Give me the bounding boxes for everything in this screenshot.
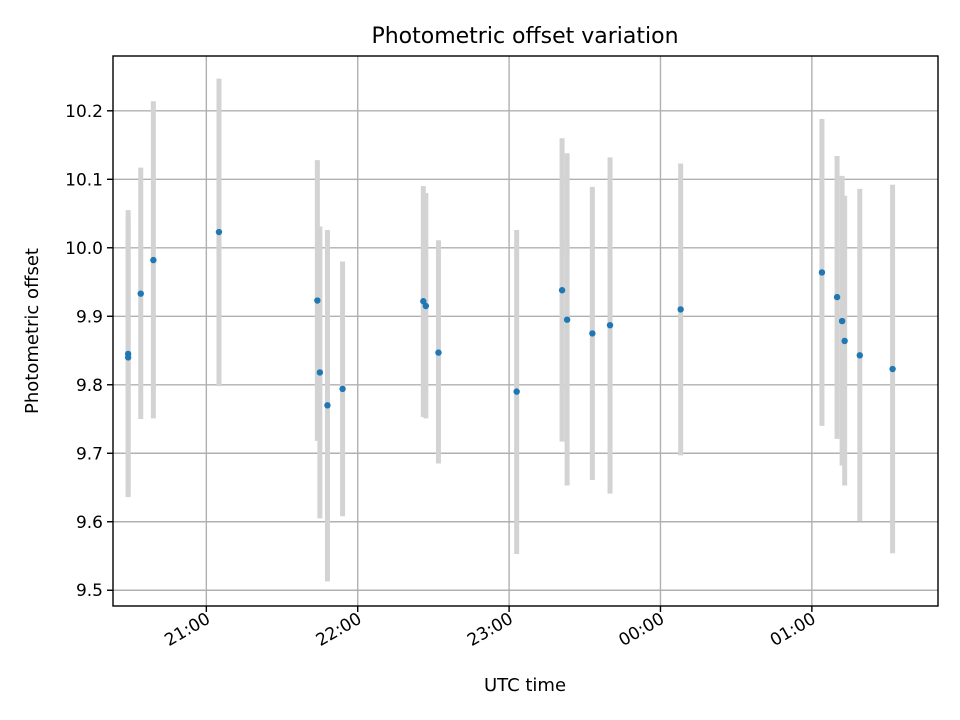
data-point <box>314 297 321 304</box>
y-tick-label: 9.6 <box>76 513 103 533</box>
x-tick-label: 21:00 <box>161 609 213 651</box>
data-point <box>150 256 157 264</box>
y-tick-label: 10.2 <box>65 102 103 122</box>
data-point <box>589 330 596 337</box>
y-tick-label: 9.7 <box>76 444 103 464</box>
y-tick-label: 9.9 <box>76 307 103 327</box>
y-axis-label: Photometric offset <box>22 248 43 414</box>
data-point <box>606 321 614 329</box>
data-point <box>513 388 520 395</box>
data-point <box>833 293 841 301</box>
data-point <box>889 365 896 373</box>
data-point <box>818 269 826 276</box>
data-point <box>677 306 684 313</box>
y-tick-label: 9.5 <box>76 581 103 601</box>
data-point <box>316 369 324 376</box>
x-tick-label: 01:00 <box>767 609 819 651</box>
data-point <box>838 317 846 325</box>
data-point <box>841 337 848 345</box>
plot-frame <box>112 55 939 607</box>
error-bar-layer <box>125 78 896 582</box>
data-point <box>339 385 346 393</box>
data-point <box>856 352 863 359</box>
data-point <box>558 287 566 294</box>
x-tick-label: 22:00 <box>313 609 365 651</box>
data-point <box>420 298 427 305</box>
data-point <box>137 290 144 297</box>
data-point <box>124 354 132 361</box>
x-tick-label: 00:00 <box>616 609 668 651</box>
data-point <box>422 302 430 310</box>
x-tick-label: 23:00 <box>464 609 516 651</box>
y-tick-label: 10.0 <box>65 239 103 259</box>
data-point <box>215 228 223 236</box>
y-tick-label: 10.1 <box>65 170 103 190</box>
data-point <box>324 402 331 409</box>
grid-layer <box>113 56 938 606</box>
data-point <box>435 349 442 356</box>
point-layer <box>124 228 896 409</box>
x-axis-label: UTC time <box>484 675 566 696</box>
data-point <box>563 316 571 323</box>
chart-title: Photometric offset variation <box>371 24 678 49</box>
y-tick-label: 9.8 <box>76 376 103 396</box>
tick-layer: 21:00 22:00 23:00 00:00 01:00 9.5 9.6 9.7 9.8 9.9… <box>65 102 819 651</box>
